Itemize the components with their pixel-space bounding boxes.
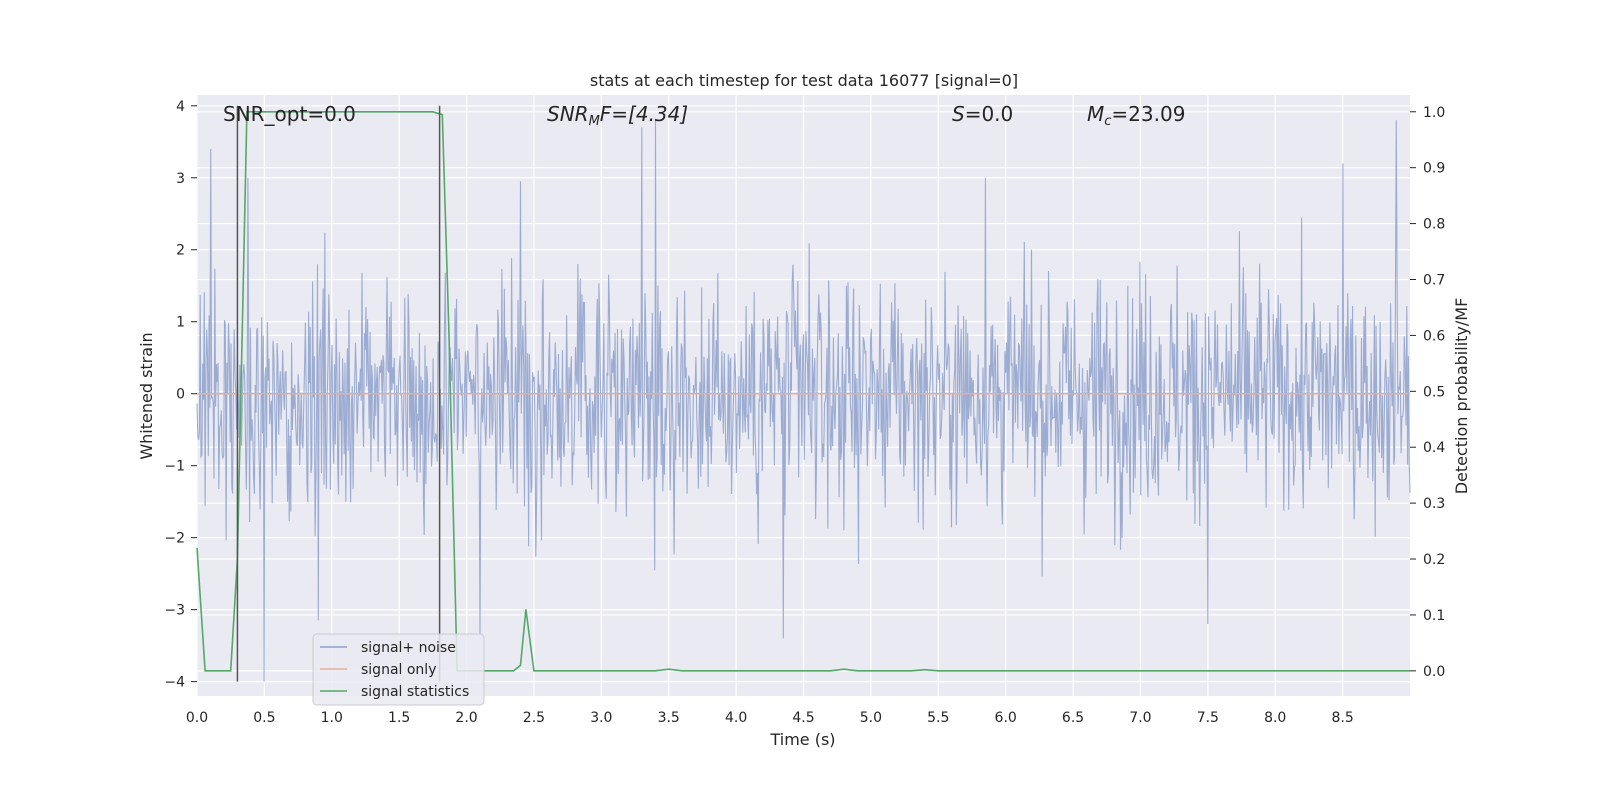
x-tick-label: 2.5 (523, 710, 545, 726)
y-tick-label: −3 (164, 603, 185, 619)
x-tick-label: 2.0 (455, 710, 477, 726)
legend-box (312, 633, 485, 706)
y2-tick-label: 0.9 (1423, 161, 1445, 177)
legend-label-signal-noise: signal+ noise (361, 640, 456, 656)
noise-trace (196, 120, 1411, 682)
annotation-snr-mf-rest: F=[4.34] (600, 102, 688, 126)
x-axis-ticks: 0.0 0.5 1.0 1.5 2.0 2.5 3.0 3.5 4.0 4.5 5.0 5.5 6.0 6… (186, 710, 1354, 726)
annotation-snr-mf-base: SNR (547, 102, 589, 126)
annotation-snr-mf: SNRMF=[4.34] (547, 102, 688, 129)
vertical-markers (236, 105, 441, 682)
y2-tick-label: 0.3 (1423, 496, 1445, 512)
x-tick-label: 7.5 (1197, 710, 1219, 726)
y-tick-label: −1 (164, 459, 185, 475)
annotation-mc-sub: c (1104, 114, 1111, 129)
annotation-s: S=0.0 (952, 102, 1013, 126)
x-tick-label: 6.0 (995, 710, 1017, 726)
x-tick-label: 8.5 (1331, 710, 1353, 726)
y-axis-ticks: −4 −3 −2 −1 0 1 2 3 4 (164, 99, 197, 691)
y2-tick-label: 0.5 (1423, 384, 1445, 400)
x-axis-label: Time (s) (769, 730, 835, 749)
annotation-snr-opt: SNR_opt=0.0 (223, 102, 356, 126)
x-tick-label: 0.5 (253, 710, 275, 726)
y2-axis-ticks: 0.0 0.1 0.2 0.3 0.4 0.5 0.6 0.7 0.8 0.9 1.0 (1410, 105, 1445, 680)
y-tick-label: −4 (164, 675, 185, 691)
chart-title: stats at each timestep for test data 160… (590, 71, 1018, 90)
annotation-s-rest: =0.0 (965, 102, 1014, 126)
annotation-mc-rest: =23.09 (1111, 102, 1185, 126)
annotation-mc-base: M (1087, 102, 1104, 126)
legend-label-signal-statistics: signal statistics (361, 684, 469, 700)
y-tick-label: −2 (164, 531, 185, 547)
x-tick-label: 3.0 (590, 710, 612, 726)
y-tick-label: 1 (176, 315, 185, 331)
y2-tick-label: 0.1 (1423, 608, 1445, 624)
x-tick-label: 1.0 (321, 710, 343, 726)
x-tick-label: 8.0 (1264, 710, 1286, 726)
legend: signal+ noise signal only signal statist… (312, 633, 485, 706)
y-tick-label: 4 (176, 99, 185, 115)
y2-tick-label: 0.2 (1423, 552, 1445, 568)
y2-tick-label: 0.6 (1423, 328, 1445, 344)
y2-tick-label: 0.7 (1423, 272, 1445, 288)
x-tick-label: 7.0 (1129, 710, 1151, 726)
y2-tick-label: 0.8 (1423, 217, 1445, 233)
series-signal-statistics (196, 111, 1410, 672)
x-tick-label: 1.5 (388, 710, 410, 726)
y-tick-label: 3 (176, 171, 185, 187)
y2-tick-label: 0.4 (1423, 440, 1445, 456)
x-tick-label: 0.0 (186, 710, 208, 726)
y2-tick-label: 1.0 (1423, 105, 1445, 121)
x-tick-label: 5.5 (927, 710, 949, 726)
y-axis-label: Whitened strain (137, 332, 156, 459)
annotation-mc: Mc=23.09 (1087, 102, 1185, 129)
series-signal-noise (196, 120, 1411, 682)
y-tick-label: 2 (176, 243, 185, 259)
annotation-snr-mf-sub: M (589, 114, 600, 129)
x-tick-label: 5.0 (860, 710, 882, 726)
annotation-s-var: S (952, 102, 965, 126)
legend-label-signal-only: signal only (361, 662, 436, 678)
y-tick-label: 0 (176, 387, 185, 403)
y2-tick-label: 0.0 (1423, 664, 1445, 680)
x-tick-label: 3.5 (658, 710, 680, 726)
x-tick-label: 4.0 (725, 710, 747, 726)
x-tick-label: 6.5 (1062, 710, 1084, 726)
x-tick-label: 4.5 (792, 710, 814, 726)
y2-axis-label: Detection probability/MF (1452, 298, 1471, 495)
